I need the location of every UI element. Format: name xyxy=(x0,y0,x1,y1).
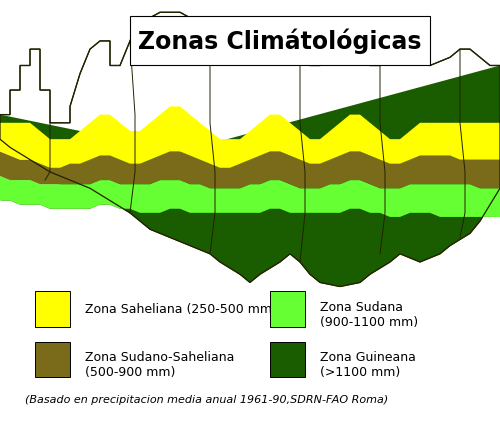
Text: Zona Sudana
(900-1100 mm): Zona Sudana (900-1100 mm) xyxy=(320,301,418,328)
Polygon shape xyxy=(0,176,500,217)
Bar xyxy=(270,342,305,377)
FancyBboxPatch shape xyxy=(130,16,430,66)
Polygon shape xyxy=(0,152,500,188)
Bar xyxy=(35,342,70,377)
Bar xyxy=(270,291,305,327)
Text: Zona Sudano-Saheliana
(500-900 mm): Zona Sudano-Saheliana (500-900 mm) xyxy=(85,351,234,379)
Polygon shape xyxy=(0,12,500,287)
Bar xyxy=(35,291,70,327)
Text: (Basado en precipitacion media anual 1961-90,SDRN-FAO Roma): (Basado en precipitacion media anual 196… xyxy=(25,395,388,405)
Text: Zona Guineana
(>1100 mm): Zona Guineana (>1100 mm) xyxy=(320,351,416,379)
Text: Zonas Climátológicas: Zonas Climátológicas xyxy=(138,28,422,54)
Polygon shape xyxy=(0,66,500,287)
Polygon shape xyxy=(0,107,500,168)
Text: Zona Saheliana (250-500 mm): Zona Saheliana (250-500 mm) xyxy=(85,303,277,316)
